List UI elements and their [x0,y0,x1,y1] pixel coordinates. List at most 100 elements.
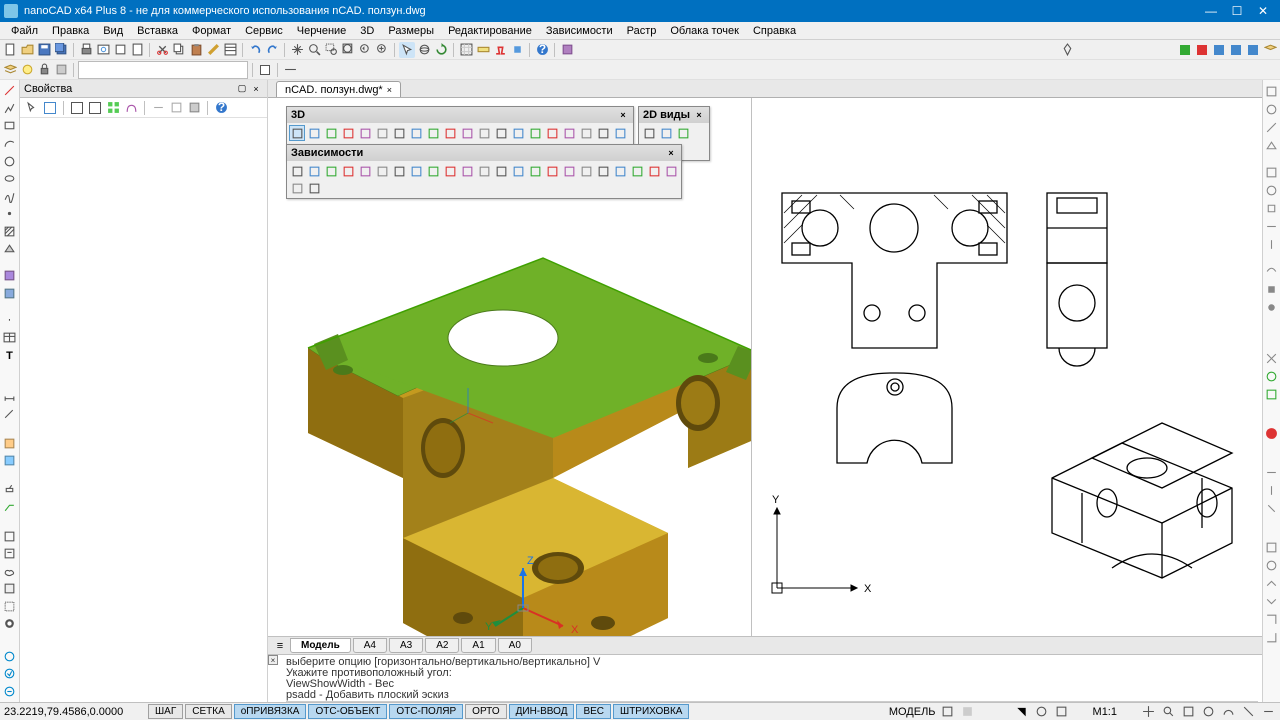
panel-2dv-close-icon[interactable]: × [693,109,705,121]
regen-button[interactable] [433,42,449,58]
3d-btn-8[interactable] [425,125,441,141]
ltype-button[interactable] [282,62,298,78]
line-button[interactable] [2,84,18,98]
rb-16[interactable] [1264,465,1280,480]
rb-22[interactable] [1264,594,1280,609]
2dv-btn-0[interactable] [641,125,657,141]
3d-btn-0[interactable] [289,125,305,141]
layer-freeze-button[interactable] [19,62,35,78]
status-toggle-ДИН-ВВОД[interactable]: ДИН-ВВОД [509,704,575,719]
dim-linear-button[interactable] [2,390,18,404]
marker1-icon[interactable] [1059,42,1075,58]
snap-button[interactable] [492,42,508,58]
status-e5[interactable] [1220,704,1236,720]
menu-Растр[interactable]: Растр [620,25,664,37]
rb-1[interactable] [1264,84,1280,99]
status-toggle-ШТРИХОВКА[interactable]: ШТРИХОВКА [613,704,689,719]
polyline-button[interactable] [2,102,18,116]
3d-btn-9[interactable] [442,125,458,141]
rb-18[interactable] [1264,501,1280,516]
copy-props-button[interactable] [205,42,221,58]
menu-Зависимости[interactable]: Зависимости [539,25,620,37]
3d-btn-4[interactable] [357,125,373,141]
menu-Облака точек[interactable]: Облака точек [663,25,746,37]
3d-btn-7[interactable] [408,125,424,141]
rb-14[interactable] [1264,369,1280,384]
3d-btn-14[interactable] [527,125,543,141]
prop-pick-button[interactable] [24,100,40,116]
prop-lock-button[interactable] [42,100,58,116]
point-button[interactable] [2,207,18,221]
dim-align-button[interactable] [2,408,18,422]
rb-11[interactable] [1264,282,1280,297]
rb-10[interactable] [1264,264,1280,279]
block-button[interactable] [2,269,18,283]
close-button[interactable]: ✕ [1250,2,1276,20]
layer-green-icon[interactable] [1177,42,1193,58]
menu-Редактирование[interactable]: Редактирование [441,25,539,37]
layer-lock-button[interactable] [36,62,52,78]
3d-btn-15[interactable] [544,125,560,141]
leader-button[interactable] [2,483,18,497]
3d-btn-12[interactable] [493,125,509,141]
status-toggle-ОТС-ОБЪЕКТ[interactable]: ОТС-ОБЪЕКТ [308,704,387,719]
layout-tabs-menu-icon[interactable]: ≡ [272,638,288,654]
status-toggle-ШАГ[interactable]: ШАГ [148,704,183,719]
status-e4[interactable] [1200,704,1216,720]
circle-button[interactable] [2,154,18,168]
3d-btn-19[interactable] [612,125,628,141]
page-setup-button[interactable] [129,42,145,58]
zoom-button[interactable] [306,42,322,58]
modify2-button[interactable] [2,667,18,681]
3d-btn-18[interactable] [595,125,611,141]
rb-19[interactable] [1264,540,1280,555]
panel-3d-close-icon[interactable]: × [617,109,629,121]
status-toggle-ОТС-ПОЛЯР[interactable]: ОТС-ПОЛЯР [389,704,463,719]
rb-12[interactable] [1264,300,1280,315]
3d-btn-2[interactable] [323,125,339,141]
menu-Формат[interactable]: Формат [185,25,238,37]
menu-Файл[interactable]: Файл [4,25,45,37]
layout-tab-A1[interactable]: A1 [461,638,495,653]
save-button[interactable] [36,42,52,58]
layer-dropdown[interactable] [78,61,248,79]
grid-button[interactable] [458,42,474,58]
3d-viewport[interactable]: 3D× 2D виды× Зависимости× [268,98,752,636]
layer-bl1-icon[interactable] [1211,42,1227,58]
measure-button[interactable] [475,42,491,58]
properties-button[interactable] [222,42,238,58]
revcloud-button[interactable] [2,564,18,578]
mleader-button[interactable] [2,500,18,514]
status-toggle-СЕТКА[interactable]: СЕТКА [185,704,232,719]
status-vis3[interactable] [1054,704,1070,720]
command-line-panel[interactable]: × выберите опцию [горизонтально/вертикал… [268,654,1262,702]
insert-button[interactable] [2,437,18,451]
menu-Правка[interactable]: Правка [45,25,96,37]
rb-5[interactable] [1264,165,1280,180]
3d-btn-13[interactable] [510,125,526,141]
rb-21[interactable] [1264,576,1280,591]
3d-btn-1[interactable] [306,125,322,141]
rect-button[interactable] [2,119,18,133]
appload-button[interactable] [559,42,575,58]
status-e3[interactable] [1180,704,1196,720]
zoom-window-button[interactable] [323,42,339,58]
prop-f4-button[interactable] [123,100,139,116]
cmdpanel-close-icon[interactable]: × [268,655,278,665]
layer-bl2-icon[interactable] [1228,42,1244,58]
layout-tab-A0[interactable]: A0 [498,638,532,653]
xref-button[interactable] [2,454,18,468]
osnap-button[interactable] [509,42,525,58]
doc-tab-close-icon[interactable]: × [387,85,392,95]
menu-Черчение[interactable]: Черчение [290,25,354,37]
3d-btn-10[interactable] [459,125,475,141]
new-file-button[interactable] [2,42,18,58]
layer-mgr-icon[interactable] [1262,42,1278,58]
status-vis2[interactable] [1034,704,1050,720]
print-button[interactable] [78,42,94,58]
pan-button[interactable] [289,42,305,58]
3d-btn-16[interactable] [561,125,577,141]
layout-tab-Модель[interactable]: Модель [290,638,351,653]
prop-f2-button[interactable] [87,100,103,116]
menu-Вставка[interactable]: Вставка [130,25,185,37]
